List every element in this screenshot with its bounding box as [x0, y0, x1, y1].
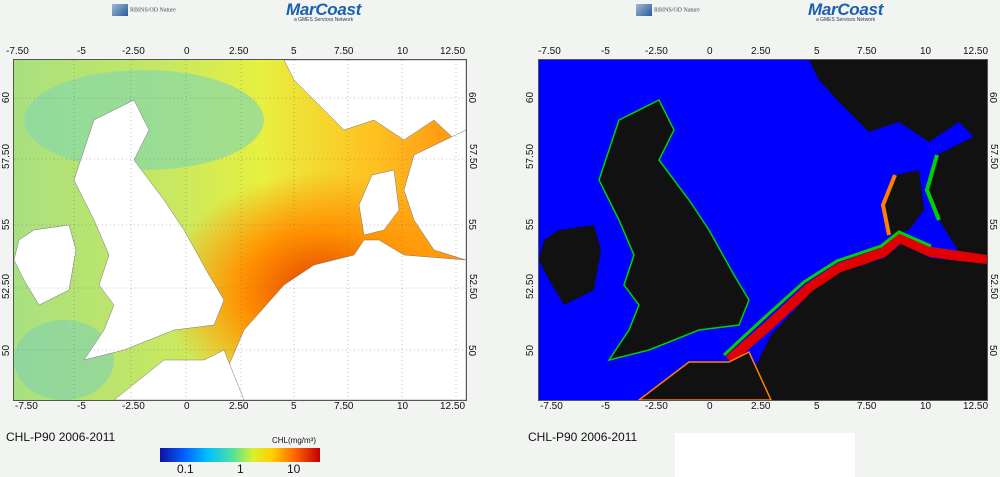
- x-tick: 2.50: [751, 46, 771, 57]
- y-tick: 50: [466, 344, 478, 357]
- rbins-logo: RBINS/OD Nature: [636, 4, 700, 16]
- y-tick: 55: [1, 218, 13, 231]
- x-tick: 12.50: [963, 46, 989, 57]
- x-tick: 5: [291, 401, 297, 412]
- colorbar-tick: 10: [287, 462, 301, 476]
- x-tick: -5: [77, 401, 86, 412]
- y-tick: 57.50: [1, 143, 13, 170]
- y-tick: 57.50: [525, 143, 537, 170]
- x-tick: 10: [397, 46, 409, 57]
- x-tick: -2.50: [122, 46, 145, 57]
- y-tick: 52.50: [525, 273, 537, 300]
- right-map-panel: RBINS/OD Nature MarCoast a GMES Services…: [500, 0, 1000, 477]
- y-tick: 50: [525, 344, 537, 357]
- y-tick: 52.50: [467, 273, 479, 300]
- chlorophyll-map: [13, 59, 467, 401]
- x-tick: -7.50: [15, 401, 38, 412]
- colorbar-label: CHL(mg/m³): [272, 436, 316, 445]
- x-tick: -5: [77, 46, 86, 57]
- x-tick: 2.50: [229, 401, 249, 412]
- y-tick: 60: [466, 91, 478, 104]
- marcoast-logo: MarCoast a GMES Services Network: [808, 0, 884, 23]
- rbins-logo-icon: [636, 4, 652, 16]
- map-caption: CHL-P90 2006-2011: [528, 430, 638, 444]
- x-tick: 12.50: [440, 46, 466, 57]
- x-tick: -5: [601, 46, 610, 57]
- y-tick: 57.50: [988, 143, 1000, 170]
- y-tick: 52.50: [988, 273, 1000, 300]
- x-tick: 7.50: [857, 46, 877, 57]
- y-tick: 52.50: [1, 273, 13, 300]
- y-tick: 50: [987, 344, 999, 357]
- x-tick: 2.50: [751, 401, 771, 412]
- y-tick: 60: [525, 91, 537, 104]
- x-tick: 0: [184, 46, 190, 57]
- y-tick: 55: [525, 218, 537, 231]
- x-tick: -5: [601, 401, 610, 412]
- x-tick: -2.50: [122, 401, 145, 412]
- colorbar: [160, 448, 320, 462]
- colorbar-tick: 0.1: [177, 462, 194, 476]
- x-tick: 10: [920, 46, 932, 57]
- x-tick: -7.50: [538, 46, 561, 57]
- marcoast-logo: MarCoast a GMES Services Network: [286, 0, 362, 23]
- y-tick: 60: [1, 91, 13, 104]
- threshold-map: [538, 59, 988, 401]
- x-tick: 5: [291, 46, 297, 57]
- map-caption: CHL-P90 2006-2011: [6, 430, 116, 444]
- x-tick: 7.50: [334, 401, 354, 412]
- rbins-logo: RBINS/OD Nature: [112, 4, 176, 16]
- x-tick: -2.50: [645, 401, 668, 412]
- y-tick: 55: [987, 218, 999, 231]
- x-tick: 10: [920, 401, 932, 412]
- colorbar-tick: 1: [237, 462, 244, 476]
- x-tick: 12.50: [440, 401, 466, 412]
- y-tick: 55: [466, 218, 478, 231]
- y-tick: 60: [987, 91, 999, 104]
- x-tick: 12.50: [963, 401, 989, 412]
- x-tick: 5: [814, 46, 820, 57]
- legend-placeholder: [675, 433, 855, 477]
- x-tick: 7.50: [857, 401, 877, 412]
- x-tick: 0: [184, 401, 190, 412]
- x-tick: 2.50: [229, 46, 249, 57]
- x-tick: 0: [707, 401, 713, 412]
- rbins-logo-icon: [112, 4, 128, 16]
- y-tick: 50: [1, 344, 13, 357]
- left-map-panel: RBINS/OD Nature MarCoast a GMES Services…: [1, 0, 479, 444]
- x-tick: -2.50: [645, 46, 668, 57]
- y-tick: 57.50: [467, 143, 479, 170]
- x-tick: 5: [814, 401, 820, 412]
- x-tick: 0: [707, 46, 713, 57]
- x-tick: 7.50: [334, 46, 354, 57]
- x-tick: -7.50: [540, 401, 563, 412]
- x-tick: -7.50: [6, 46, 29, 57]
- x-tick: 10: [397, 401, 409, 412]
